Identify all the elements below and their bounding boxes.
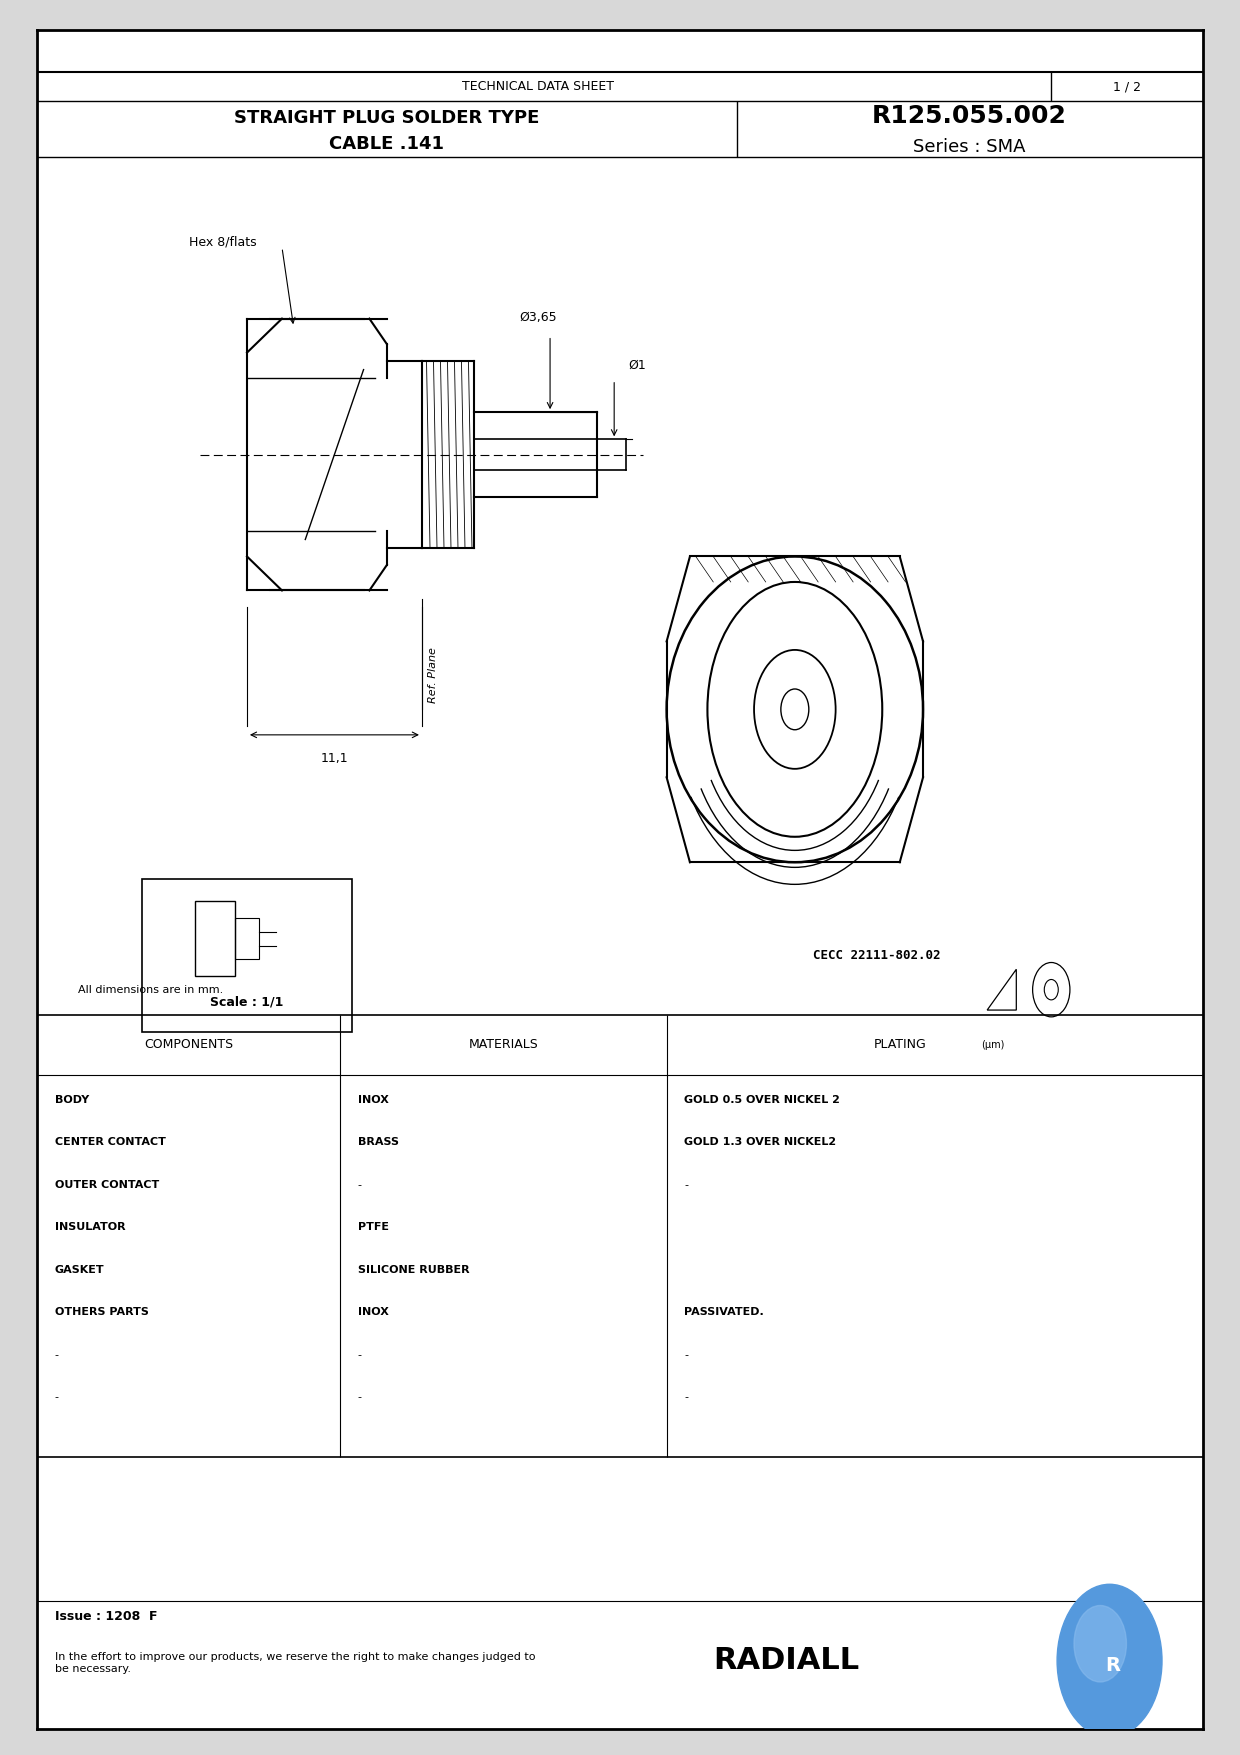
Text: PTFE: PTFE (357, 1223, 388, 1232)
Text: Ø3,65: Ø3,65 (520, 311, 557, 323)
Text: In the effort to improve our products, we reserve the right to make changes judg: In the effort to improve our products, w… (55, 1651, 536, 1674)
Text: PLATING: PLATING (873, 1039, 926, 1051)
Text: -: - (684, 1179, 688, 1190)
Circle shape (1056, 1585, 1162, 1737)
Text: -: - (684, 1392, 688, 1402)
Text: STRAIGHT PLUG SOLDER TYPE: STRAIGHT PLUG SOLDER TYPE (234, 109, 539, 126)
Text: -: - (684, 1350, 688, 1360)
Text: PASSIVATED.: PASSIVATED. (684, 1307, 764, 1318)
Text: (μm): (μm) (981, 1041, 1004, 1049)
Text: Hex 8/flats: Hex 8/flats (188, 235, 257, 249)
Text: -: - (357, 1392, 362, 1402)
Text: TECHNICAL DATA SHEET: TECHNICAL DATA SHEET (463, 81, 614, 93)
Text: CECC 22111-802.02: CECC 22111-802.02 (812, 949, 940, 962)
Text: R125.055.002: R125.055.002 (872, 105, 1068, 128)
Text: Ref. Plane: Ref. Plane (428, 648, 438, 704)
Text: OUTER CONTACT: OUTER CONTACT (55, 1179, 159, 1190)
Text: OTHERS PARTS: OTHERS PARTS (55, 1307, 149, 1318)
Bar (195, 902, 236, 976)
Text: INOX: INOX (357, 1307, 388, 1318)
Text: Series : SMA: Series : SMA (914, 139, 1025, 156)
Text: SILICONE RUBBER: SILICONE RUBBER (357, 1265, 470, 1274)
Text: CABLE .141: CABLE .141 (330, 135, 444, 153)
Text: MATERIALS: MATERIALS (469, 1039, 538, 1051)
Text: RADIALL: RADIALL (713, 1646, 859, 1676)
Text: CENTER CONTACT: CENTER CONTACT (55, 1137, 166, 1148)
Text: BODY: BODY (55, 1095, 89, 1106)
Text: GOLD 1.3 OVER NICKEL2: GOLD 1.3 OVER NICKEL2 (684, 1137, 836, 1148)
Text: INSULATOR: INSULATOR (55, 1223, 125, 1232)
Text: GASKET: GASKET (55, 1265, 104, 1274)
Text: -: - (55, 1350, 58, 1360)
Text: -: - (357, 1179, 362, 1190)
Bar (143, 879, 352, 1032)
Text: INOX: INOX (357, 1095, 388, 1106)
Text: Ø1: Ø1 (629, 358, 646, 372)
Circle shape (1074, 1606, 1126, 1681)
Bar (236, 918, 259, 958)
Text: -: - (55, 1392, 58, 1402)
Text: R: R (1106, 1657, 1121, 1676)
Text: BRASS: BRASS (357, 1137, 399, 1148)
Text: COMPONENTS: COMPONENTS (144, 1039, 233, 1051)
Text: 11,1: 11,1 (321, 751, 348, 765)
Text: 1 / 2: 1 / 2 (1114, 81, 1141, 93)
Text: Issue : 1208  F: Issue : 1208 F (55, 1609, 157, 1623)
Text: All dimensions are in mm.: All dimensions are in mm. (78, 985, 223, 995)
Text: GOLD 0.5 OVER NICKEL 2: GOLD 0.5 OVER NICKEL 2 (684, 1095, 839, 1106)
Text: Scale : 1/1: Scale : 1/1 (211, 995, 284, 1007)
Text: -: - (357, 1350, 362, 1360)
